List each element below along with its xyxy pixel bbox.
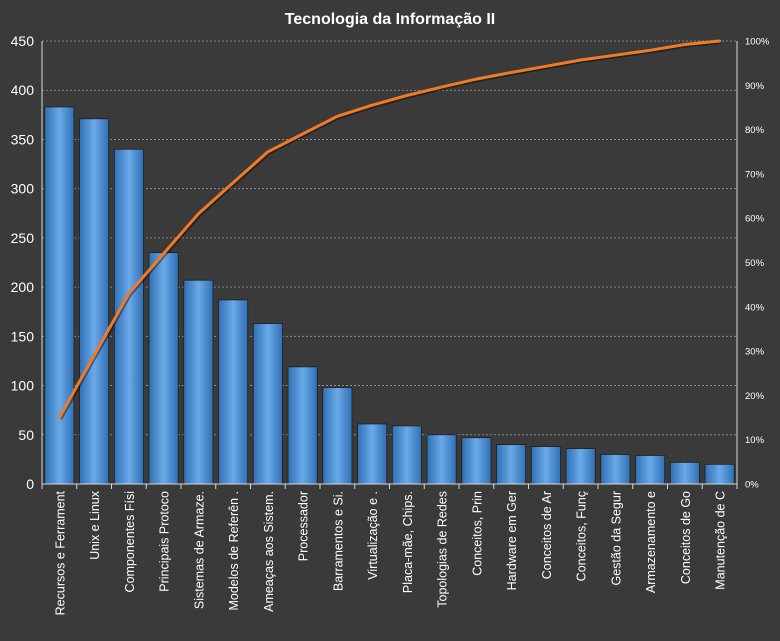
x-axis-tick-label: Topologias de Redes xyxy=(436,491,450,608)
x-axis-tick-label: Processador xyxy=(297,491,311,561)
bar xyxy=(635,455,666,485)
axes xyxy=(41,41,738,489)
x-axis-tick-label: Manutenção de C xyxy=(714,491,728,590)
bar xyxy=(426,434,457,485)
y-axis-tick-labels: 0 50 100 150 200 250 300 350 400 450 xyxy=(11,33,35,492)
bar xyxy=(704,463,735,485)
x-axis-tick-label: Componentes Físi xyxy=(123,491,137,592)
y-axis-tick-label: 50 xyxy=(18,427,34,443)
y-axis-tick-label: 100 xyxy=(11,378,35,394)
x-axis-tick-label: Recursos e Ferrament xyxy=(53,490,67,615)
x-axis-tick-label: Armazenamento e xyxy=(644,491,658,593)
bar xyxy=(391,425,422,485)
y2-axis-tick-label: 90% xyxy=(745,81,765,92)
y-axis-tick-label: 300 xyxy=(11,181,35,197)
chart-title: Tecnologia da Informação II xyxy=(285,11,495,28)
y-axis-tick-label: 150 xyxy=(11,328,35,344)
bar xyxy=(565,448,596,485)
x-axis-tick-label: Virtualização e . xyxy=(366,491,380,580)
y2-axis-tick-label: 50% xyxy=(745,258,765,269)
bar xyxy=(357,423,388,485)
x-axis-tick-label: Conceitos, Prin xyxy=(470,491,484,576)
bar xyxy=(496,444,527,485)
cumulative-line xyxy=(57,39,722,420)
y-axis-tick-label: 350 xyxy=(11,131,35,147)
bar xyxy=(218,299,249,485)
bar xyxy=(669,461,700,485)
bar xyxy=(79,118,110,485)
x-axis-tick-label: Principais Protoco xyxy=(158,491,172,592)
bar xyxy=(461,437,492,485)
x-axis-tick-label: Gestão da Segur xyxy=(609,491,623,586)
cumulative-line-series xyxy=(57,39,722,420)
y-axis-tick-label: 250 xyxy=(11,230,35,246)
x-axis-tick-label: Unix e Linux xyxy=(88,490,102,560)
x-axis-tick-label: Barramentos e Si. xyxy=(331,491,345,591)
bar xyxy=(148,252,179,485)
bar xyxy=(287,366,318,485)
bar xyxy=(113,148,144,485)
x-axis-tick-label: Modelos de Referên . xyxy=(227,491,241,611)
y-axis-tick-label: 400 xyxy=(11,82,35,98)
y2-axis-tick-label: 100% xyxy=(745,37,770,48)
bar xyxy=(322,387,353,485)
y-axis-tick-label: 200 xyxy=(11,279,35,295)
bar xyxy=(600,454,631,485)
bar-series xyxy=(44,106,735,485)
bar xyxy=(44,106,75,485)
y2-axis-tick-label: 10% xyxy=(745,435,765,446)
y-axis-tick-label: 450 xyxy=(11,33,35,49)
x-axis-tick-label: Placa-mãe, Chips. xyxy=(401,491,415,593)
x-axis-tick-labels: Recursos e Ferrament Unix e Linux Componen… xyxy=(53,490,727,615)
y2-axis-tick-label: 0% xyxy=(745,480,759,491)
y2-axis-tick-label: 40% xyxy=(745,302,765,313)
x-axis-tick-label: Conceitos de Ar xyxy=(540,491,554,579)
y2-axis-tick-label: 30% xyxy=(745,347,765,358)
x-axis-tick-label: Conceitos de Go xyxy=(679,491,693,584)
y-axis-tick-label: 0 xyxy=(26,476,34,492)
y2-axis-tick-label: 70% xyxy=(745,169,765,180)
x-axis-tick-label: Conceitos, Funç xyxy=(575,491,589,581)
y2-axis-tick-labels: 0% 10% 20% 30% 40% 50% 60% 70% 80% 90% 100% xyxy=(745,37,770,491)
bar xyxy=(183,279,214,485)
x-axis-tick-label: Ameaças aos Sistem. xyxy=(262,491,276,612)
bar xyxy=(252,323,283,485)
y2-axis-tick-label: 20% xyxy=(745,391,765,402)
x-axis-tick-label: Hardware em Ger xyxy=(505,491,519,590)
bar xyxy=(530,446,561,485)
y2-axis-tick-label: 60% xyxy=(745,214,765,225)
x-axis-tick-label: Sistemas de Armaze. xyxy=(192,491,206,609)
y2-axis-tick-label: 80% xyxy=(745,125,765,136)
